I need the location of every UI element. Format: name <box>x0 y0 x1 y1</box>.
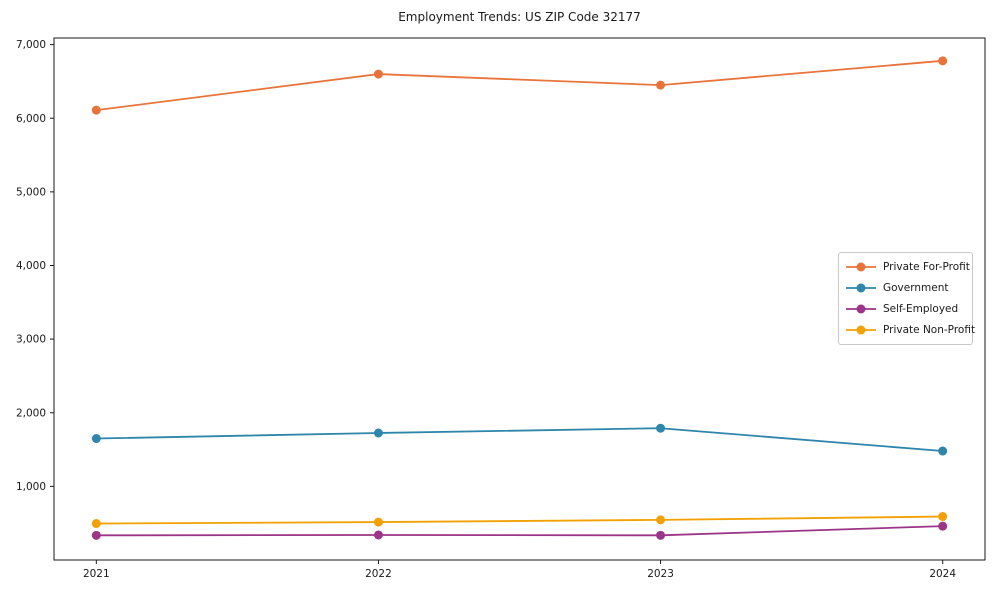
data-point-private-for-profit <box>656 80 666 90</box>
series-line-self-employed <box>96 525 943 537</box>
data-point-government <box>656 423 666 433</box>
data-point-private-for-profit <box>938 56 948 66</box>
y-tick-label: 4,000 <box>16 260 46 272</box>
data-point-self-employed <box>656 530 666 540</box>
x-tick-label: 2023 <box>647 568 674 580</box>
data-point-government <box>938 446 948 456</box>
y-tick-label: 7,000 <box>16 39 46 51</box>
chart-title: Employment Trends: US ZIP Code 32177 <box>398 10 641 24</box>
data-point-private-non-profit <box>938 512 948 522</box>
line-marker-icon <box>846 283 876 293</box>
data-point-private-non-profit <box>656 515 666 525</box>
y-tick-label: 2,000 <box>16 407 46 419</box>
legend-item-private-non-profit: Private Non-Profit <box>846 320 975 340</box>
legend: Private For-Profit Government Self-Emplo… <box>838 252 975 345</box>
legend-label: Private For-Profit <box>883 260 970 273</box>
legend-item-private-for-profit: Private For-Profit <box>846 257 970 277</box>
data-point-private-non-profit <box>373 517 383 527</box>
line-marker-icon <box>846 304 876 314</box>
legend-label: Private Non-Profit <box>883 324 976 337</box>
data-point-self-employed <box>373 530 383 540</box>
legend-item-government: Government <box>846 278 965 298</box>
line-marker-icon <box>846 262 876 272</box>
y-tick-label: 5,000 <box>16 186 46 198</box>
data-point-government <box>373 428 383 438</box>
legend-item-self-employed: Self-Employed <box>846 299 965 319</box>
data-point-private-non-profit <box>91 519 101 529</box>
y-tick-label: 6,000 <box>16 113 46 125</box>
series-line-private-for-profit <box>96 59 943 112</box>
data-point-government <box>91 434 101 444</box>
data-point-self-employed <box>91 530 101 540</box>
series-line-private-non-profit <box>96 515 943 525</box>
data-point-self-employed <box>938 521 948 531</box>
line-marker-icon <box>846 325 876 335</box>
axes-border <box>53 37 986 561</box>
y-tick-label: 3,000 <box>16 334 46 346</box>
series-line-government <box>96 427 943 452</box>
x-tick-label: 2022 <box>365 568 392 580</box>
x-tick-label: 2021 <box>83 568 110 580</box>
legend-label: Self-Employed <box>883 303 959 316</box>
x-tick-label: 2024 <box>929 568 956 580</box>
y-tick-label: 1,000 <box>16 481 46 493</box>
legend-label: Government <box>883 281 949 294</box>
data-point-private-for-profit <box>91 105 101 115</box>
data-point-private-for-profit <box>373 69 383 79</box>
